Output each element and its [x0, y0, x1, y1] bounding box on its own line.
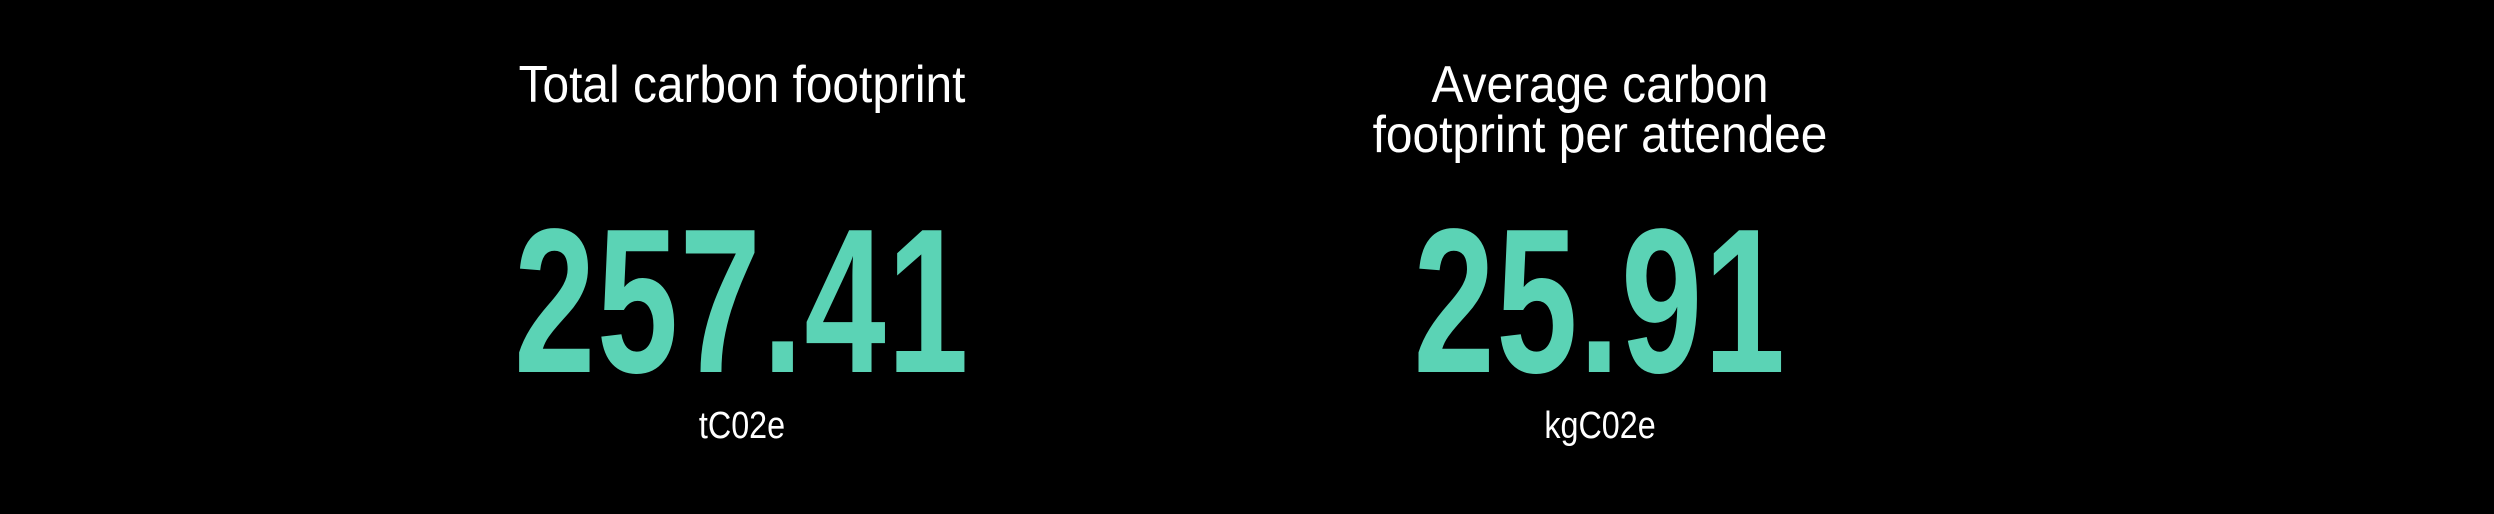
stat-title: Average carbon footprint per attendee	[1372, 56, 1828, 164]
stat-average-carbon-footprint: Average carbon footprint per attendee 25…	[1250, 0, 1950, 446]
stat-total-carbon-footprint: Total carbon footprint 257.41 tC02e	[392, 0, 1092, 446]
stat-title: Total carbon footprint	[518, 56, 966, 114]
stat-value: 257.41	[514, 186, 970, 416]
stat-unit: tC02e	[698, 405, 786, 447]
stat-value: 25.91	[1413, 186, 1787, 416]
stat-unit: kgC02e	[1544, 405, 1656, 447]
